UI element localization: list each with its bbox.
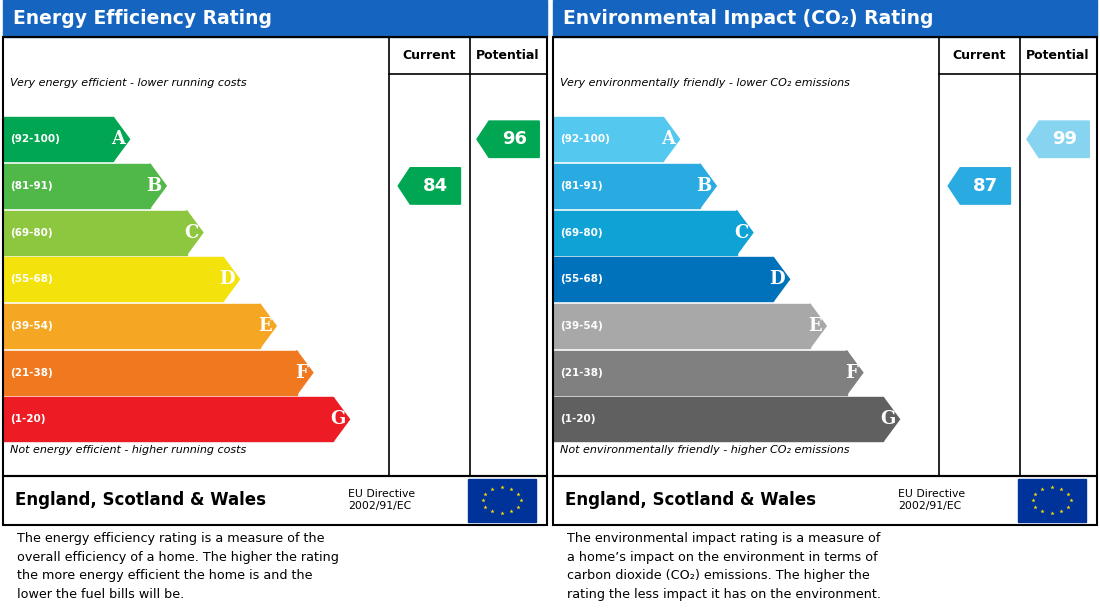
Text: (21-38): (21-38) xyxy=(10,368,53,378)
Polygon shape xyxy=(333,397,350,442)
Text: (92-100): (92-100) xyxy=(560,134,609,144)
Text: 87: 87 xyxy=(974,177,999,195)
Text: EU Directive
2002/91/EC: EU Directive 2002/91/EC xyxy=(349,489,416,511)
Polygon shape xyxy=(187,211,202,254)
Polygon shape xyxy=(700,164,716,208)
Polygon shape xyxy=(948,168,1011,204)
Bar xyxy=(3,211,187,254)
Text: England, Scotland & Wales: England, Scotland & Wales xyxy=(565,491,816,509)
Polygon shape xyxy=(297,351,312,395)
Text: England, Scotland & Wales: England, Scotland & Wales xyxy=(15,491,266,509)
Text: C: C xyxy=(184,224,198,241)
Text: A: A xyxy=(111,130,125,148)
Text: Potential: Potential xyxy=(1026,49,1090,62)
Text: (69-80): (69-80) xyxy=(10,227,53,238)
Text: (1-20): (1-20) xyxy=(10,415,45,424)
Text: Potential: Potential xyxy=(476,49,540,62)
Bar xyxy=(553,304,810,348)
Bar xyxy=(1018,479,1086,522)
Bar xyxy=(3,257,223,301)
Polygon shape xyxy=(113,117,130,161)
Polygon shape xyxy=(150,164,166,208)
Text: A: A xyxy=(661,130,675,148)
Polygon shape xyxy=(773,257,790,301)
Text: (92-100): (92-100) xyxy=(10,134,59,144)
Polygon shape xyxy=(810,304,826,348)
Bar xyxy=(3,164,150,208)
Text: Very environmentally friendly - lower CO₂ emissions: Very environmentally friendly - lower CO… xyxy=(560,78,849,87)
Polygon shape xyxy=(260,304,276,348)
Bar xyxy=(553,351,847,395)
Text: The energy efficiency rating is a measure of the
overall efficiency of a home. T: The energy efficiency rating is a measur… xyxy=(16,532,339,601)
Text: Current: Current xyxy=(953,49,1007,62)
Text: (81-91): (81-91) xyxy=(560,181,603,191)
Text: Very energy efficient - lower running costs: Very energy efficient - lower running co… xyxy=(10,78,246,87)
Text: D: D xyxy=(220,270,235,288)
Bar xyxy=(553,117,663,161)
Text: Energy Efficiency Rating: Energy Efficiency Rating xyxy=(13,9,272,28)
Text: (55-68): (55-68) xyxy=(560,274,603,284)
Text: B: B xyxy=(696,177,712,195)
Text: G: G xyxy=(880,410,895,428)
Bar xyxy=(3,397,333,442)
Polygon shape xyxy=(847,351,862,395)
Text: (69-80): (69-80) xyxy=(560,227,603,238)
Text: G: G xyxy=(330,410,345,428)
Polygon shape xyxy=(663,117,680,161)
Bar xyxy=(3,117,113,161)
Text: F: F xyxy=(296,363,308,382)
Bar xyxy=(3,351,297,395)
Polygon shape xyxy=(883,397,900,442)
Text: (39-54): (39-54) xyxy=(560,321,603,331)
Text: EU Directive
2002/91/EC: EU Directive 2002/91/EC xyxy=(899,489,966,511)
Polygon shape xyxy=(223,257,240,301)
Text: 96: 96 xyxy=(502,130,527,148)
Text: (21-38): (21-38) xyxy=(560,368,603,378)
Bar xyxy=(553,397,883,442)
Text: 99: 99 xyxy=(1052,130,1077,148)
Text: E: E xyxy=(258,317,272,335)
Polygon shape xyxy=(398,168,461,204)
Polygon shape xyxy=(1027,121,1089,158)
Text: B: B xyxy=(146,177,162,195)
Bar xyxy=(553,211,737,254)
Text: 84: 84 xyxy=(424,177,449,195)
Bar xyxy=(553,164,700,208)
Text: (81-91): (81-91) xyxy=(10,181,53,191)
Text: F: F xyxy=(846,363,858,382)
Text: (39-54): (39-54) xyxy=(10,321,53,331)
Bar xyxy=(3,304,260,348)
Text: C: C xyxy=(734,224,748,241)
Text: D: D xyxy=(770,270,785,288)
Text: Not environmentally friendly - higher CO₂ emissions: Not environmentally friendly - higher CO… xyxy=(560,445,849,455)
Text: Environmental Impact (CO₂) Rating: Environmental Impact (CO₂) Rating xyxy=(563,9,934,28)
Bar xyxy=(553,257,773,301)
Text: (1-20): (1-20) xyxy=(560,415,595,424)
Text: Current: Current xyxy=(403,49,456,62)
Polygon shape xyxy=(477,121,539,158)
Text: (55-68): (55-68) xyxy=(10,274,53,284)
Text: Not energy efficient - higher running costs: Not energy efficient - higher running co… xyxy=(10,445,246,455)
Text: The environmental impact rating is a measure of
a home’s impact on the environme: The environmental impact rating is a mea… xyxy=(566,532,881,601)
Polygon shape xyxy=(737,211,752,254)
Bar xyxy=(468,479,536,522)
Text: E: E xyxy=(808,317,822,335)
